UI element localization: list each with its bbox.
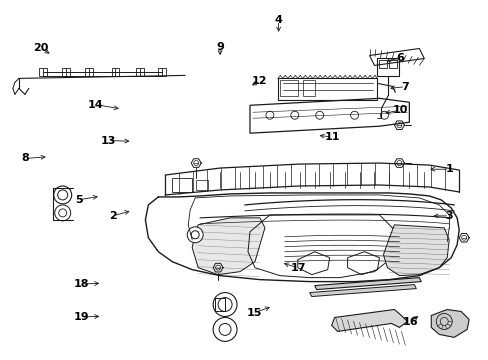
- Text: 12: 12: [251, 76, 266, 86]
- Text: 10: 10: [392, 105, 407, 115]
- Polygon shape: [192, 218, 264, 275]
- Text: 11: 11: [324, 132, 339, 142]
- Circle shape: [55, 205, 71, 221]
- Text: 3: 3: [445, 211, 452, 221]
- Bar: [377, 58, 399, 76]
- Polygon shape: [309, 285, 415, 297]
- Text: 5: 5: [75, 195, 82, 205]
- Polygon shape: [430, 310, 468, 337]
- Polygon shape: [331, 310, 407, 332]
- Text: 15: 15: [246, 308, 262, 318]
- Polygon shape: [314, 278, 421, 289]
- Bar: [172, 178, 192, 192]
- Bar: [388, 60, 397, 68]
- Bar: [302, 80, 314, 96]
- Text: 13: 13: [100, 136, 116, 145]
- Text: 18: 18: [73, 279, 89, 289]
- Text: 1: 1: [444, 164, 452, 174]
- Bar: [84, 68, 92, 76]
- Text: 4: 4: [274, 15, 282, 26]
- Circle shape: [54, 186, 72, 204]
- Bar: [111, 68, 119, 76]
- Polygon shape: [383, 225, 448, 276]
- Text: 7: 7: [401, 82, 408, 92]
- Bar: [215, 298, 224, 311]
- Bar: [196, 180, 208, 190]
- Bar: [39, 68, 47, 76]
- Bar: [279, 80, 297, 96]
- Text: 9: 9: [216, 42, 224, 52]
- Bar: [136, 68, 144, 76]
- Circle shape: [187, 227, 203, 243]
- Text: 6: 6: [396, 53, 404, 63]
- Circle shape: [213, 318, 237, 341]
- Text: 14: 14: [88, 100, 103, 110]
- Bar: [277, 78, 377, 100]
- Text: 17: 17: [290, 263, 305, 273]
- Text: 8: 8: [21, 153, 29, 163]
- Text: 19: 19: [73, 312, 89, 322]
- Text: 2: 2: [109, 211, 117, 221]
- Bar: [379, 60, 386, 68]
- Bar: [61, 68, 69, 76]
- Circle shape: [213, 293, 237, 316]
- Bar: [158, 68, 166, 76]
- Text: 16: 16: [402, 317, 417, 327]
- Text: 20: 20: [33, 43, 48, 53]
